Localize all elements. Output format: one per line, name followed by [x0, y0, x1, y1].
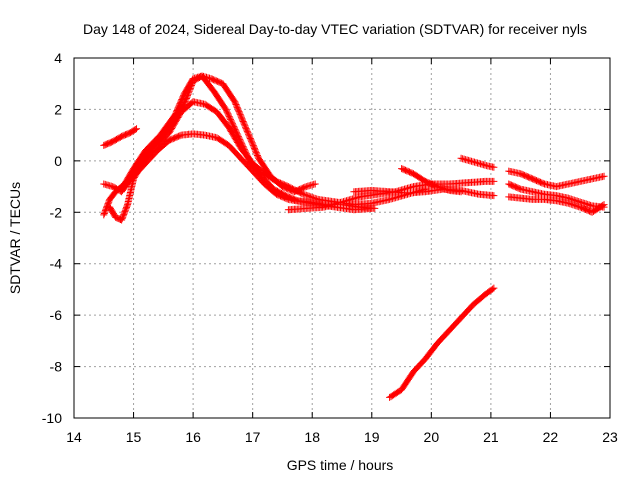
y-tick-label: 0	[54, 153, 62, 169]
series-track-1	[100, 125, 141, 149]
x-tick-label: 21	[483, 429, 499, 445]
x-tick-label: 14	[66, 429, 82, 445]
series-track-12	[505, 193, 608, 216]
marker-track	[386, 284, 498, 401]
x-tick-label: 20	[424, 429, 440, 445]
x-tick-label: 17	[245, 429, 261, 445]
y-tick-label: -4	[50, 256, 63, 272]
plot-frame	[73, 57, 611, 419]
marker-track	[505, 167, 608, 191]
x-tick-label: 15	[126, 429, 142, 445]
marker-track	[505, 180, 608, 211]
y-tick-label: 4	[54, 50, 62, 66]
x-tick-label: 18	[304, 429, 320, 445]
x-tick-label: 19	[364, 429, 380, 445]
series-track-11	[505, 180, 608, 211]
marker-track	[457, 154, 498, 171]
x-tick-label: 16	[185, 429, 201, 445]
series-track-9	[457, 154, 498, 171]
y-tick-label: 2	[54, 101, 62, 117]
marker-track	[100, 125, 141, 149]
y-tick-label: -8	[50, 359, 63, 375]
marker-track	[398, 165, 465, 196]
series-track-10	[505, 167, 608, 191]
chart-title: Day 148 of 2024, Sidereal Day-to-day VTE…	[83, 21, 587, 37]
marker-track	[505, 193, 608, 216]
y-tick-label: -6	[50, 307, 63, 323]
series-track-8	[398, 165, 465, 196]
x-tick-label: 23	[602, 429, 618, 445]
series-track-5	[118, 130, 376, 214]
y-tick-label: -2	[50, 204, 63, 220]
marker-track	[118, 130, 376, 214]
y-tick-label: -10	[42, 410, 62, 426]
x-axis-label: GPS time / hours	[287, 457, 394, 473]
axis-ticks: 14 15 16 17 18 19 20 21 22 23 -10 -8 -6 -4 -2 0 2 4	[42, 50, 618, 445]
x-tick-label: 22	[543, 429, 559, 445]
grid-lines	[74, 58, 610, 418]
data-points	[100, 72, 608, 401]
y-axis-label: SDTVAR / TECUs	[7, 182, 23, 294]
series-track-13	[386, 284, 498, 401]
